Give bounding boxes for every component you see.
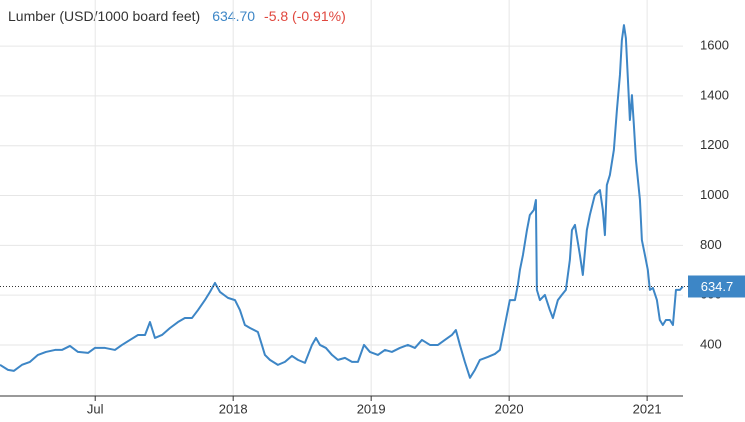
y-tick-label: 400 (700, 336, 722, 351)
y-tick-label: 1600 (700, 38, 729, 53)
x-tick-label: 2020 (495, 401, 524, 416)
current-value-box (688, 275, 745, 298)
header: Lumber (USD/1000 board feet) 634.70 -5.8 (… (8, 8, 346, 24)
y-tick-label: 1400 (700, 87, 729, 102)
x-tick-label: 2018 (219, 401, 248, 416)
x-tick-label: Jul (87, 401, 104, 416)
y-tick-label: 800 (700, 237, 722, 252)
change: -5.8 (-0.91%) (264, 8, 346, 24)
current-value-label: 634.7 (701, 279, 734, 294)
y-tick-label: 1200 (700, 137, 729, 152)
price-line (0, 24, 684, 379)
y-tick-label: 1000 (700, 187, 729, 202)
chart-title: Lumber (USD/1000 board feet) (8, 8, 200, 24)
x-tick-label: 2019 (357, 401, 386, 416)
price: 634.70 (212, 8, 255, 24)
x-tick-label: 2021 (633, 401, 662, 416)
